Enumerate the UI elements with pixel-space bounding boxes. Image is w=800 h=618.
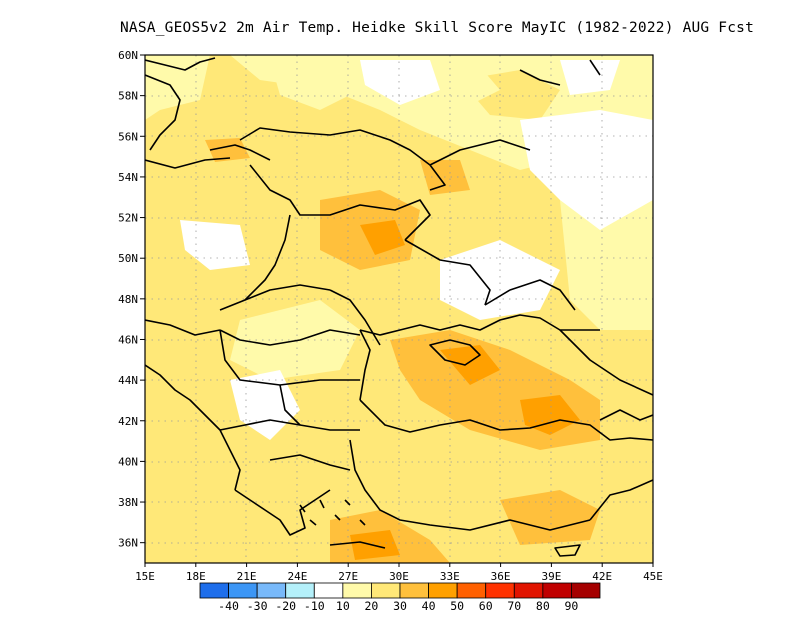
lon-label: 18E [186, 570, 206, 583]
lat-label: 54N [118, 171, 138, 184]
lon-label: 30E [389, 570, 409, 583]
lat-label: 56N [118, 130, 138, 143]
map-field [145, 55, 653, 563]
colorbar-swatch [513, 582, 544, 599]
colorbar-swatch [313, 582, 344, 599]
colorbar-label: 40 [422, 599, 436, 613]
colorbar-swatch [542, 582, 572, 599]
skill-band-none [180, 60, 653, 440]
colorbar: -40 -30 -20 -10 10 20 30 40 50 60 70 80 90 [199, 582, 601, 613]
colorbar-swatch [199, 582, 229, 599]
colorbar-label: -30 [247, 599, 268, 613]
colorbar-swatch [456, 582, 487, 599]
colorbar-swatch [342, 582, 372, 599]
chart-title: NASA_GEOS5v2 2m Air Temp. Heidke Skill S… [120, 20, 755, 36]
graticule [145, 55, 653, 563]
lon-label: 36E [491, 570, 511, 583]
lat-label: 42N [118, 415, 138, 428]
colorbar-label: 60 [479, 599, 493, 613]
colorbar-swatch [371, 582, 401, 599]
colorbar-label: 20 [364, 599, 378, 613]
colorbar-label: 50 [450, 599, 464, 613]
colorbar-label: 90 [564, 599, 578, 613]
lon-label: 27E [338, 570, 358, 583]
lon-label: 33E [440, 570, 460, 583]
lon-label: 45E [643, 570, 663, 583]
skill-band-40-50 [350, 220, 580, 560]
colorbar-label: 10 [336, 599, 350, 613]
lat-label: 36N [118, 537, 138, 550]
colorbar-swatch [571, 582, 601, 599]
colorbar-swatch [285, 582, 315, 599]
longitude-axis: 15E 18E 21E 24E 27E 30E 33E 36E 39E 42E 45E [135, 563, 663, 583]
lat-label: 46N [118, 333, 138, 346]
lon-label: 15E [135, 570, 155, 583]
lat-label: 58N [118, 90, 138, 103]
colorbar-label: 80 [536, 599, 550, 613]
lat-label: 60N [118, 49, 138, 62]
colorbar-label: 70 [507, 599, 521, 613]
colorbar-swatch [228, 582, 258, 599]
coastlines-borders [145, 57, 653, 557]
lon-label: 39E [541, 570, 561, 583]
colorbar-swatch [256, 582, 287, 599]
lon-label: 21E [237, 570, 257, 583]
lat-label: 52N [118, 212, 138, 225]
latitude-axis: 60N 58N 56N 54N 52N 50N 48N 46N 44N 42N 40N 38N 36N [118, 49, 145, 550]
lat-label: 38N [118, 496, 138, 509]
colorbar-label: -40 [218, 599, 239, 613]
lon-label: 24E [287, 570, 307, 583]
lon-label: 42E [592, 570, 612, 583]
colorbar-swatch [485, 582, 515, 599]
colorbar-label: 30 [393, 599, 407, 613]
lat-label: 50N [118, 252, 138, 265]
colorbar-swatch [399, 582, 429, 599]
lat-label: 48N [118, 293, 138, 306]
colorbar-swatch [428, 582, 458, 599]
colorbar-label: -20 [275, 599, 296, 613]
lat-label: 40N [118, 455, 138, 468]
colorbar-label: -10 [304, 599, 325, 613]
lat-label: 44N [118, 374, 138, 387]
